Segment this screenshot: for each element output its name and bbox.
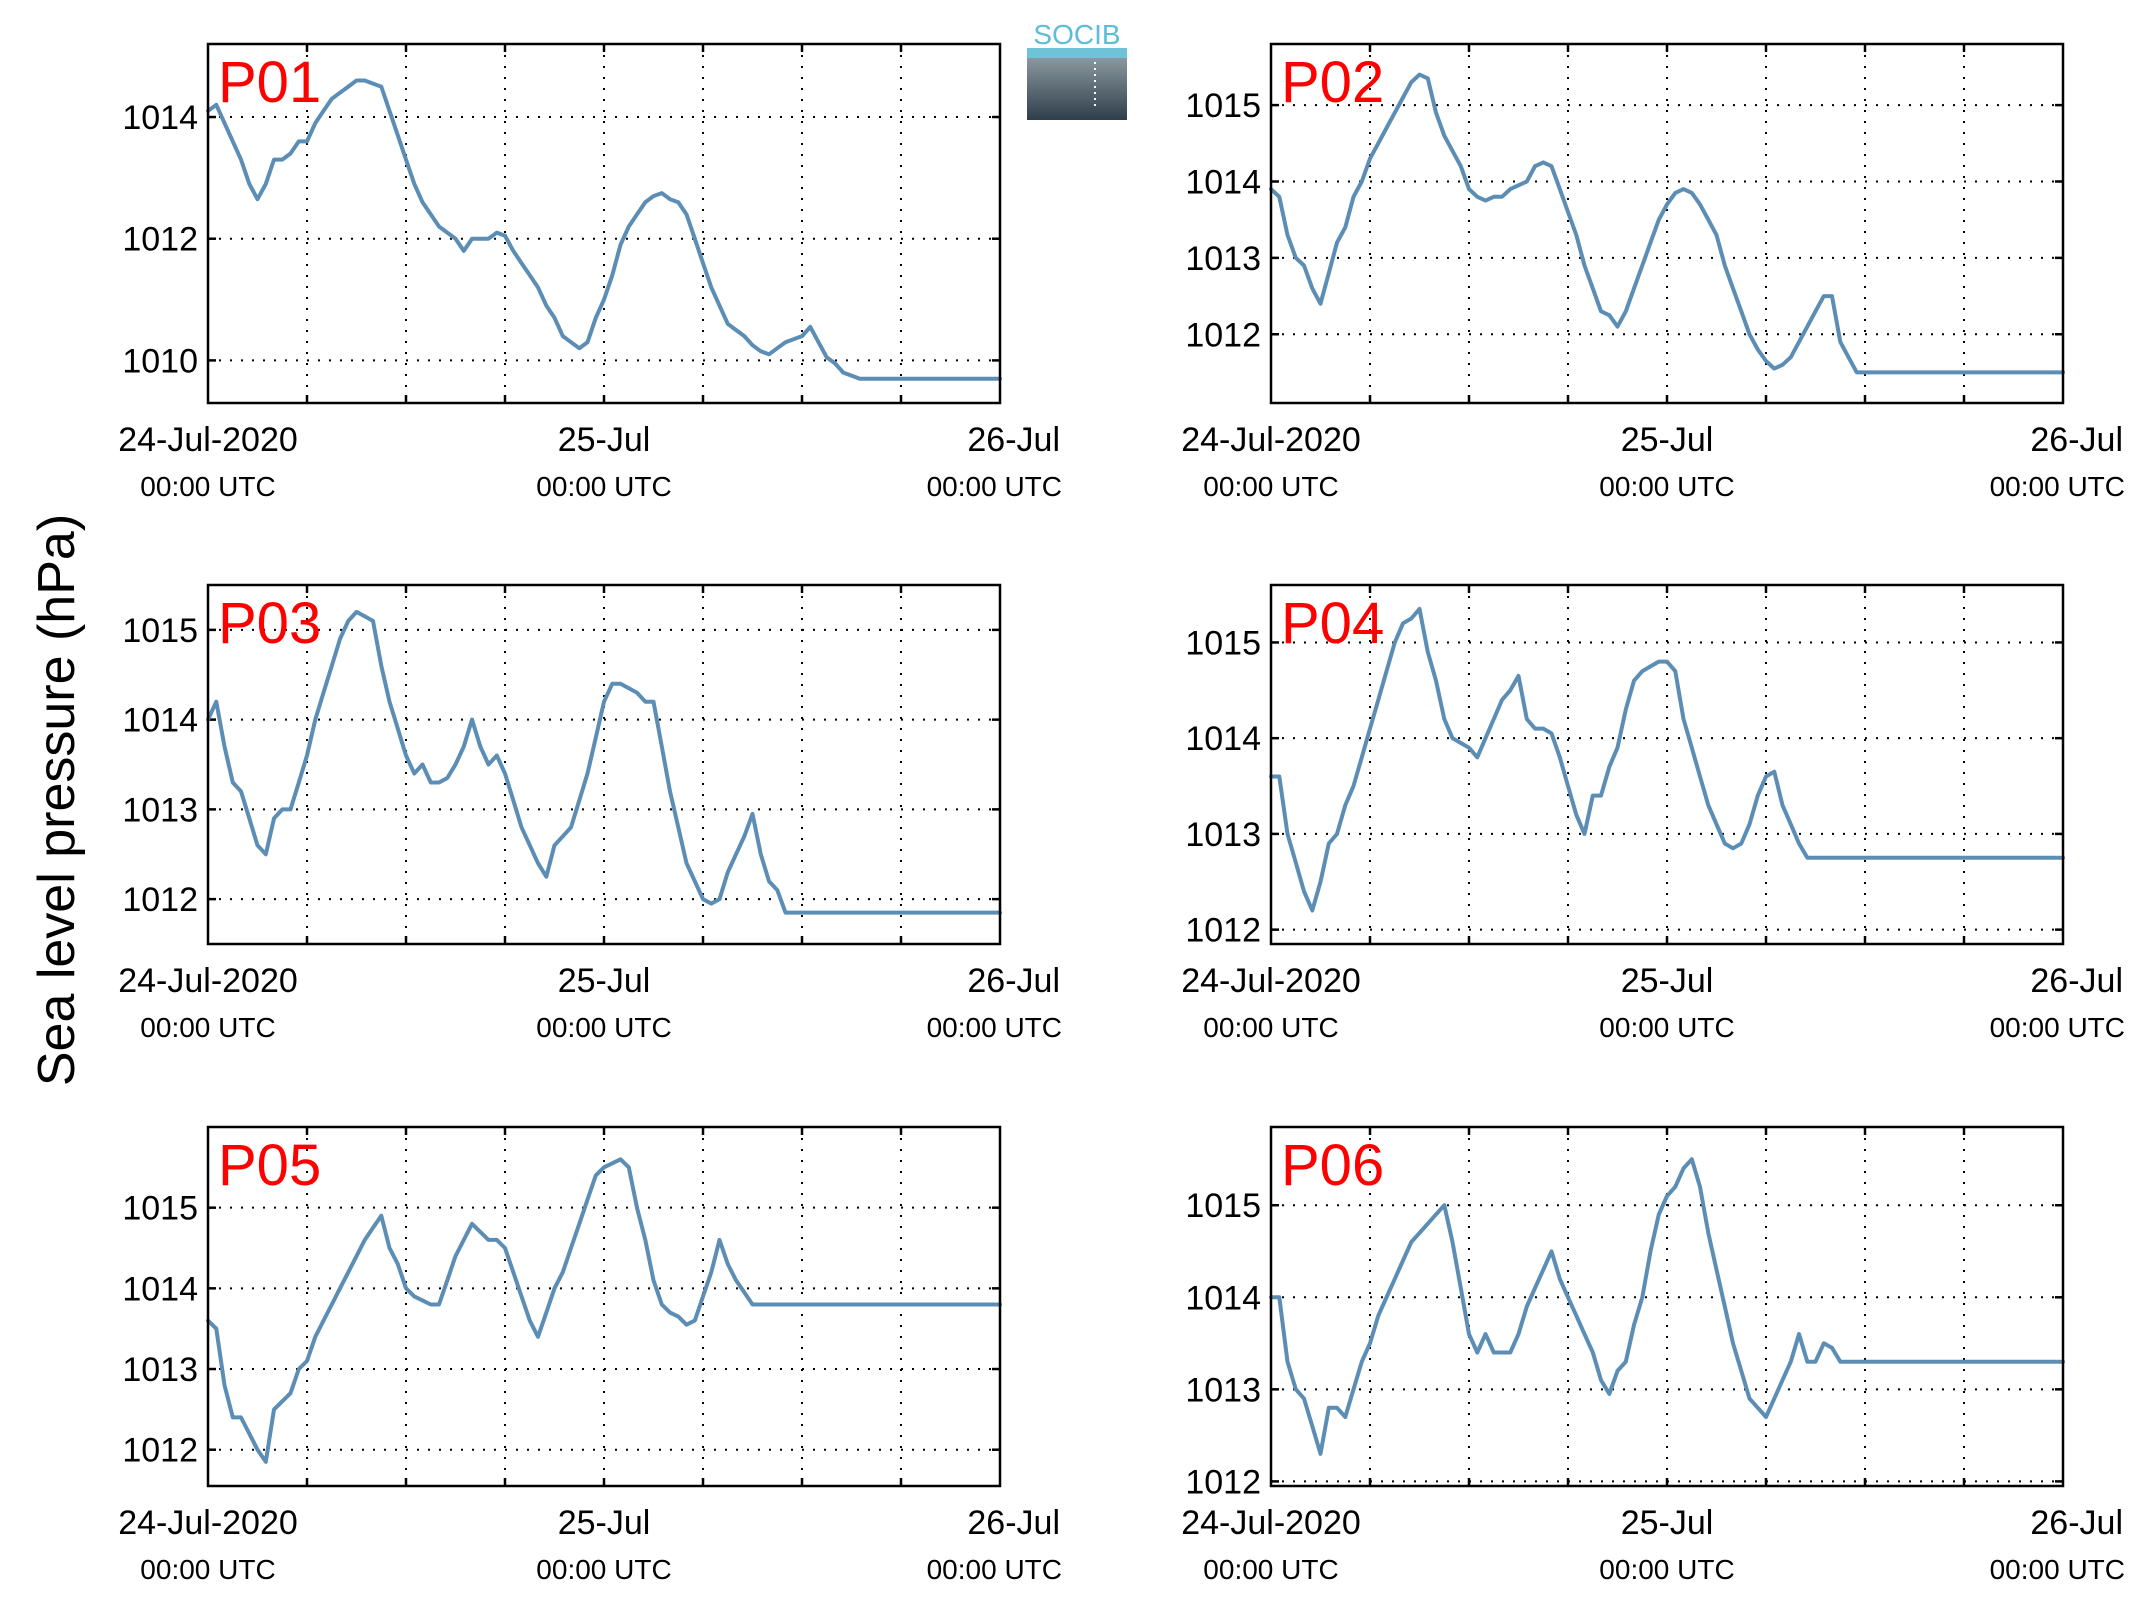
panel-label: P06	[1281, 1133, 1384, 1198]
y-tick-label: 1015	[1185, 624, 1261, 662]
x-tick-label-time: 00:00 UTC	[1599, 1554, 1734, 1585]
x-tick-label-time: 00:00 UTC	[927, 1012, 1062, 1043]
y-tick-label: 1014	[1185, 720, 1261, 758]
x-tick-label-time: 00:00 UTC	[1990, 1554, 2125, 1585]
x-tick-label-date: 26-Jul	[2030, 421, 2123, 459]
panel-p03: 1012 1013 1014 1015 P03 24-Jul-2020 00:00 UTC 2…	[118, 583, 1062, 1043]
x-tick-label-date: 26-Jul	[967, 962, 1060, 1000]
y-tick-label: 1012	[122, 1432, 198, 1470]
x-tick-label-date: 26-Jul	[967, 421, 1060, 459]
panels: 1010 1012 1014 P01 24-Jul-2020 00:00 UTC 25-Ju…	[118, 42, 2125, 1585]
x-tick-label-time: 00:00 UTC	[140, 1554, 275, 1585]
y-tick-label: 1013	[122, 791, 198, 829]
x-tick-label-time: 00:00 UTC	[1990, 471, 2125, 502]
x-tick-label-date: 26-Jul	[2030, 1504, 2123, 1542]
axes-frame	[206, 42, 1002, 405]
axes-frame	[1269, 583, 2065, 946]
y-tick-label: 1015	[122, 1190, 198, 1228]
axes-frame	[1269, 42, 2065, 405]
x-tick-label-time: 00:00 UTC	[1990, 1012, 2125, 1043]
series-line-p06	[1269, 1157, 2065, 1456]
y-tick-label: 1013	[1185, 816, 1261, 854]
x-tick-label-date: 25-Jul	[1621, 1504, 1714, 1542]
y-tick-label: 1013	[122, 1351, 198, 1389]
axes-frame	[206, 583, 1002, 946]
panel-p06: 1012 1013 1014 1015 P06 24-Jul-2020 00:00 UTC 2…	[1181, 1125, 2125, 1585]
x-tick-label-time: 00:00 UTC	[1599, 1012, 1734, 1043]
x-tick-label-time: 00:00 UTC	[536, 1554, 671, 1585]
y-axis-label: Sea level pressure (hPa)	[28, 514, 86, 1086]
series-line-p02	[1269, 72, 2065, 375]
series-line-p04	[1269, 606, 2065, 913]
series-line-p05	[206, 1157, 1002, 1464]
panel-p04: 1012 1013 1014 1015 P04 24-Jul-2020 00:00 UTC 2…	[1181, 583, 2125, 1043]
logo-water-band	[1027, 48, 1127, 58]
axes-frame	[206, 1125, 1002, 1488]
y-tick-label: 1015	[1185, 87, 1261, 125]
x-tick-label-date: 25-Jul	[558, 1504, 651, 1542]
y-tick-label: 1013	[1185, 240, 1261, 278]
x-tick-label-date: 25-Jul	[558, 962, 651, 1000]
x-tick-label-date: 24-Jul-2020	[118, 421, 298, 459]
panel-p05: 1012 1013 1014 1015 P05 24-Jul-2020 00:00 UTC 2…	[118, 1125, 1062, 1585]
x-tick-label-date: 24-Jul-2020	[1181, 421, 1361, 459]
y-tick-label: 1012	[1185, 912, 1261, 950]
x-tick-label-time: 00:00 UTC	[927, 1554, 1062, 1585]
x-tick-label-date: 24-Jul-2020	[118, 1504, 298, 1542]
series-line-p01	[206, 78, 1002, 381]
x-tick-label-time: 00:00 UTC	[1599, 471, 1734, 502]
y-tick-label: 1014	[1185, 1279, 1261, 1317]
panel-p01: 1010 1012 1014 P01 24-Jul-2020 00:00 UTC 25-Ju…	[118, 42, 1062, 502]
x-tick-label-date: 25-Jul	[1621, 421, 1714, 459]
x-tick-label-date: 26-Jul	[2030, 962, 2123, 1000]
x-tick-label-date: 25-Jul	[558, 421, 651, 459]
x-tick-label-time: 00:00 UTC	[140, 471, 275, 502]
y-tick-label: 1015	[1185, 1187, 1261, 1225]
panel-p02: 1012 1013 1014 1015 P02 24-Jul-2020 00:00 UTC 2…	[1181, 42, 2125, 502]
x-tick-label-time: 00:00 UTC	[140, 1012, 275, 1043]
y-tick-label: 1014	[122, 702, 198, 740]
x-tick-label-time: 00:00 UTC	[1203, 1012, 1338, 1043]
y-tick-label: 1012	[1185, 316, 1261, 354]
y-tick-label: 1013	[1185, 1371, 1261, 1409]
x-tick-label-time: 00:00 UTC	[536, 1012, 671, 1043]
panel-label: P04	[1281, 591, 1384, 656]
socib-logo: SOCIB	[1027, 19, 1127, 120]
logo-text: SOCIB	[1033, 19, 1120, 50]
series-line-p03	[206, 609, 1002, 915]
x-tick-label-time: 00:00 UTC	[1203, 1554, 1338, 1585]
x-tick-label-time: 00:00 UTC	[536, 471, 671, 502]
y-tick-label: 1014	[1185, 163, 1261, 201]
x-tick-label-time: 00:00 UTC	[927, 471, 1062, 502]
y-tick-label: 1010	[122, 342, 198, 380]
y-tick-label: 1014	[122, 99, 198, 137]
y-tick-label: 1012	[1185, 1463, 1261, 1501]
y-tick-label: 1014	[122, 1270, 198, 1308]
x-tick-label-date: 25-Jul	[1621, 962, 1714, 1000]
panel-label: P05	[218, 1133, 321, 1198]
panel-label: P02	[1281, 50, 1384, 115]
panel-label: P03	[218, 591, 321, 656]
x-tick-label-time: 00:00 UTC	[1203, 471, 1338, 502]
panel-label: P01	[218, 50, 321, 115]
logo-box	[1027, 48, 1127, 120]
x-tick-label-date: 24-Jul-2020	[1181, 1504, 1361, 1542]
x-tick-label-date: 24-Jul-2020	[118, 962, 298, 1000]
x-tick-label-date: 24-Jul-2020	[1181, 962, 1361, 1000]
y-tick-label: 1012	[122, 221, 198, 259]
x-tick-label-date: 26-Jul	[967, 1504, 1060, 1542]
y-tick-label: 1012	[122, 881, 198, 919]
y-tick-label: 1015	[122, 612, 198, 650]
axes-frame	[1269, 1125, 2065, 1488]
